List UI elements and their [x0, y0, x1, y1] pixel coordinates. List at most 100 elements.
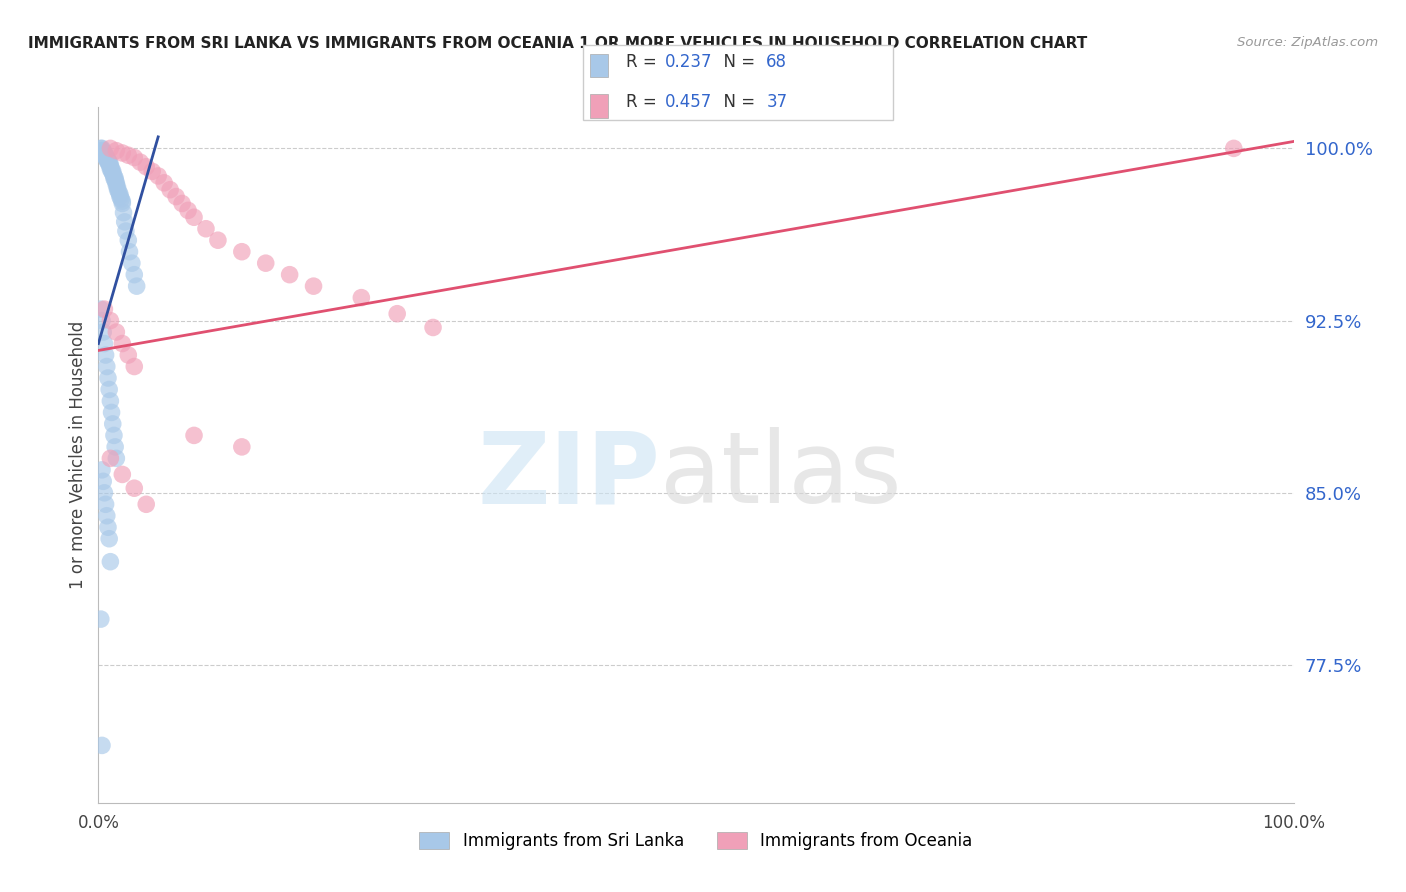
Point: [153, 176, 176, 190]
Point: [98, 157, 121, 171]
Point: [98, 394, 122, 409]
Point: [148, 169, 170, 183]
Point: [105, 178, 128, 193]
Point: [104, 173, 127, 187]
Point: [101, 164, 124, 178]
Point: [91, 463, 114, 477]
Point: [159, 183, 181, 197]
Text: N =: N =: [713, 93, 761, 111]
Point: [100, 164, 122, 178]
Point: [105, 144, 128, 158]
Point: [125, 279, 148, 293]
Point: [98, 141, 122, 155]
Text: IMMIGRANTS FROM SRI LANKA VS IMMIGRANTS FROM OCEANIA 1 OR MORE VEHICLES IN HOUSE: IMMIGRANTS FROM SRI LANKA VS IMMIGRANTS …: [28, 36, 1087, 51]
Point: [385, 307, 409, 321]
Point: [103, 428, 125, 442]
Point: [108, 189, 131, 203]
Point: [98, 532, 121, 546]
Point: [93, 145, 115, 160]
Point: [117, 348, 139, 362]
Text: Source: ZipAtlas.com: Source: ZipAtlas.com: [1237, 36, 1378, 49]
Point: [129, 155, 152, 169]
Point: [90, 141, 112, 155]
Text: atlas: atlas: [661, 427, 901, 524]
Point: [350, 291, 373, 305]
Point: [98, 157, 122, 171]
Point: [117, 148, 139, 162]
Point: [107, 185, 129, 199]
Point: [124, 359, 146, 374]
Point: [278, 268, 301, 282]
Point: [124, 151, 146, 165]
Point: [93, 336, 115, 351]
Text: R =: R =: [626, 53, 662, 70]
Text: N =: N =: [713, 53, 761, 70]
Text: 0.237: 0.237: [665, 53, 713, 70]
Point: [177, 203, 200, 218]
Point: [195, 221, 218, 235]
Point: [98, 155, 121, 169]
Point: [91, 313, 114, 327]
Point: [101, 167, 124, 181]
Point: [98, 160, 122, 174]
Point: [98, 451, 122, 466]
Point: [91, 144, 114, 158]
Text: ZIP: ZIP: [477, 427, 661, 524]
Point: [165, 189, 187, 203]
Point: [1223, 141, 1246, 155]
Point: [100, 162, 122, 177]
Point: [117, 233, 139, 247]
Point: [231, 244, 253, 259]
Y-axis label: 1 or more Vehicles in Household: 1 or more Vehicles in Household: [69, 321, 87, 589]
Legend: Immigrants from Sri Lanka, Immigrants from Oceania: Immigrants from Sri Lanka, Immigrants fr…: [412, 826, 980, 857]
Point: [104, 171, 127, 186]
Point: [91, 145, 114, 160]
Text: R =: R =: [626, 93, 662, 111]
Point: [124, 481, 146, 495]
Point: [97, 520, 120, 534]
Point: [98, 555, 122, 569]
Point: [94, 148, 117, 162]
Point: [96, 359, 118, 374]
Point: [111, 467, 134, 482]
Point: [98, 383, 121, 397]
Point: [112, 205, 135, 219]
Point: [97, 155, 120, 169]
Point: [90, 302, 112, 317]
Text: 0.457: 0.457: [665, 93, 713, 111]
Point: [108, 187, 131, 202]
Point: [104, 440, 127, 454]
Point: [118, 244, 141, 259]
Point: [105, 176, 128, 190]
Point: [96, 508, 118, 523]
Point: [98, 313, 122, 327]
Point: [111, 145, 134, 160]
Point: [207, 233, 229, 247]
Text: 37: 37: [766, 93, 787, 111]
Point: [93, 302, 115, 317]
Point: [91, 739, 114, 753]
Point: [105, 451, 128, 466]
Point: [98, 162, 122, 177]
Point: [107, 180, 129, 194]
Point: [93, 148, 115, 162]
Point: [91, 144, 114, 158]
Point: [110, 192, 132, 206]
Point: [103, 171, 125, 186]
Point: [231, 440, 253, 454]
Text: 68: 68: [766, 53, 787, 70]
Point: [105, 325, 128, 339]
Point: [101, 417, 124, 431]
Point: [91, 325, 114, 339]
Point: [100, 405, 122, 419]
Point: [124, 268, 146, 282]
Point: [111, 196, 134, 211]
Point: [135, 497, 157, 511]
Point: [183, 211, 205, 225]
Point: [91, 475, 114, 489]
Point: [135, 160, 157, 174]
Point: [114, 215, 136, 229]
Point: [94, 497, 117, 511]
Point: [103, 169, 125, 183]
Point: [107, 183, 129, 197]
